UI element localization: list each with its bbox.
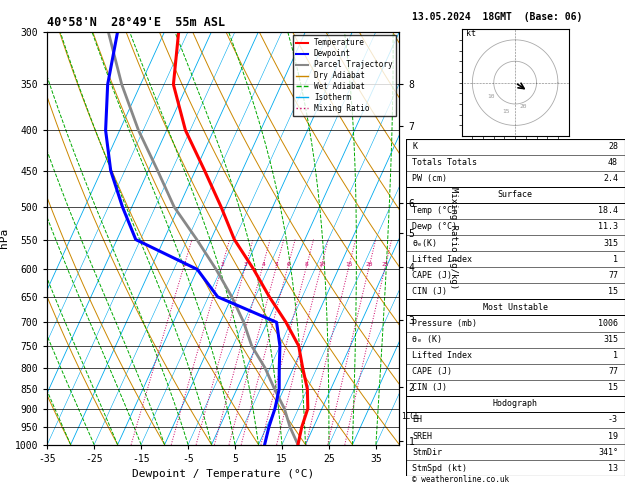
Text: 20: 20 <box>366 262 374 267</box>
Text: 1: 1 <box>613 255 618 263</box>
Text: CAPE (J): CAPE (J) <box>412 271 452 280</box>
Text: 28: 28 <box>608 142 618 151</box>
Text: 11.3: 11.3 <box>598 223 618 231</box>
Text: PW (cm): PW (cm) <box>412 174 447 183</box>
Text: Lifted Index: Lifted Index <box>412 255 472 263</box>
Text: 40°58'N  28°49'E  55m ASL: 40°58'N 28°49'E 55m ASL <box>47 16 225 29</box>
Text: -3: -3 <box>608 416 618 424</box>
Text: K: K <box>412 142 417 151</box>
Text: 77: 77 <box>608 271 618 280</box>
Text: 341°: 341° <box>598 448 618 457</box>
Text: 77: 77 <box>608 367 618 376</box>
Text: 315: 315 <box>603 335 618 344</box>
Text: EH: EH <box>412 416 422 424</box>
Text: 315: 315 <box>603 239 618 247</box>
Text: 13.05.2024  18GMT  (Base: 06): 13.05.2024 18GMT (Base: 06) <box>412 12 582 22</box>
X-axis label: Dewpoint / Temperature (°C): Dewpoint / Temperature (°C) <box>132 469 314 479</box>
Text: 20: 20 <box>520 104 527 109</box>
Text: 15: 15 <box>608 383 618 392</box>
Text: 15: 15 <box>608 287 618 296</box>
Text: CIN (J): CIN (J) <box>412 287 447 296</box>
Text: kt: kt <box>466 29 476 37</box>
Text: 4: 4 <box>261 262 265 267</box>
Text: 10: 10 <box>318 262 325 267</box>
Text: θₑ(K): θₑ(K) <box>412 239 437 247</box>
Bar <box>406 396 625 412</box>
Text: 5: 5 <box>275 262 279 267</box>
Text: θₑ (K): θₑ (K) <box>412 335 442 344</box>
Text: Surface: Surface <box>498 191 533 199</box>
Text: Pressure (mb): Pressure (mb) <box>412 319 477 328</box>
Text: Lifted Index: Lifted Index <box>412 351 472 360</box>
Text: Dewp (°C): Dewp (°C) <box>412 223 457 231</box>
Legend: Temperature, Dewpoint, Parcel Trajectory, Dry Adiabat, Wet Adiabat, Isotherm, Mi: Temperature, Dewpoint, Parcel Trajectory… <box>293 35 396 116</box>
Text: © weatheronline.co.uk: © weatheronline.co.uk <box>412 474 509 484</box>
Bar <box>406 299 625 315</box>
Text: CIN (J): CIN (J) <box>412 383 447 392</box>
Text: Totals Totals: Totals Totals <box>412 158 477 167</box>
Text: StmDir: StmDir <box>412 448 442 457</box>
Text: 1LCL: 1LCL <box>401 412 420 420</box>
Text: StmSpd (kt): StmSpd (kt) <box>412 464 467 473</box>
Text: 2.4: 2.4 <box>603 174 618 183</box>
Text: 3: 3 <box>244 262 248 267</box>
Text: Most Unstable: Most Unstable <box>482 303 548 312</box>
Text: 15: 15 <box>503 108 510 114</box>
Text: Temp (°C): Temp (°C) <box>412 207 457 215</box>
Text: 1: 1 <box>182 262 186 267</box>
Y-axis label: Mixing Ratio (g/kg): Mixing Ratio (g/kg) <box>449 187 458 289</box>
Text: Hodograph: Hodograph <box>493 399 538 408</box>
Text: CAPE (J): CAPE (J) <box>412 367 452 376</box>
Text: 18.4: 18.4 <box>598 207 618 215</box>
Text: 48: 48 <box>608 158 618 167</box>
Text: 13: 13 <box>608 464 618 473</box>
Bar <box>406 187 625 203</box>
Text: 1006: 1006 <box>598 319 618 328</box>
Text: 2: 2 <box>221 262 224 267</box>
Text: 8: 8 <box>305 262 309 267</box>
Text: 10: 10 <box>487 94 495 99</box>
Text: SREH: SREH <box>412 432 432 441</box>
Text: 19: 19 <box>608 432 618 441</box>
Text: 6: 6 <box>286 262 290 267</box>
Text: 1: 1 <box>613 351 618 360</box>
Y-axis label: hPa: hPa <box>0 228 9 248</box>
Text: 15: 15 <box>345 262 353 267</box>
Text: 25: 25 <box>382 262 389 267</box>
